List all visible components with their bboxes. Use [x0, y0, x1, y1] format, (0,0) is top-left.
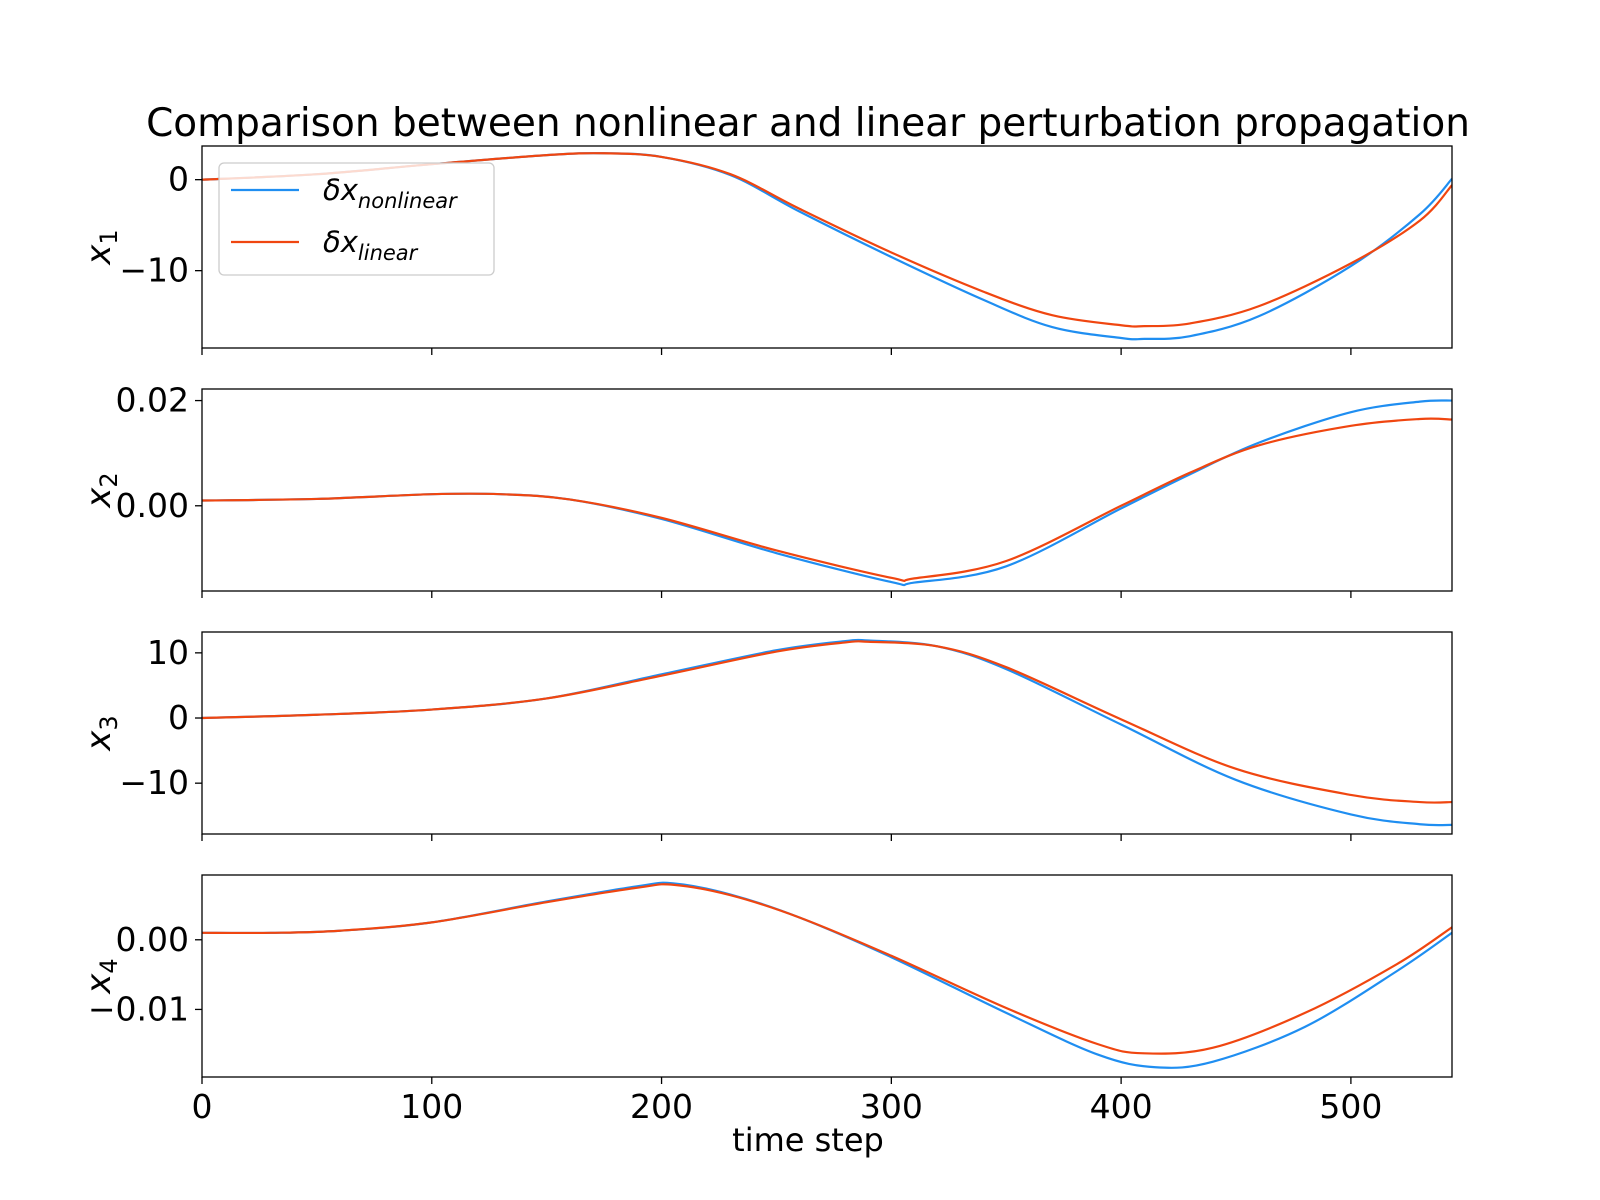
y-axis-label-sub: 3 — [95, 715, 123, 730]
x-tick-label: 0 — [192, 1087, 213, 1126]
y-tick-label: 0.00 — [116, 920, 189, 959]
y-tick-label: −10 — [119, 251, 189, 290]
y-tick-label: −10 — [119, 763, 189, 802]
legend-label-subscript: linear — [358, 241, 419, 265]
series-line-nonlinear — [202, 399, 1452, 587]
series-line-linear — [202, 640, 1452, 804]
series-line-nonlinear — [202, 638, 1452, 827]
y-axis-label-var: x — [79, 730, 119, 752]
y-axis-label: x1 — [79, 229, 123, 265]
y-tick-label: 0 — [168, 698, 189, 737]
y-axis-label: x4 — [79, 958, 123, 994]
series-line-linear — [202, 883, 1452, 1055]
legend-label-subscript: nonlinear — [358, 189, 458, 213]
y-axis-label-var: x — [79, 244, 119, 266]
x-tick-label: 200 — [630, 1087, 693, 1126]
subplots: 0−10x1δxnonlinearδxlinear0.020.00x2100−1… — [79, 145, 1453, 1126]
y-axis-label-sub: 4 — [95, 958, 123, 973]
y-axis-label-sub: 1 — [95, 229, 123, 244]
legend-label-prefix: δx — [323, 173, 359, 207]
y-tick-label: 10 — [147, 633, 189, 672]
y-tick-label: 0.02 — [116, 381, 189, 420]
series-line-nonlinear — [202, 881, 1452, 1069]
x-tick-label: 100 — [400, 1087, 463, 1126]
legend-label-nonlinear: δxnonlinear — [323, 173, 458, 213]
y-axis-label-sub: 2 — [95, 472, 123, 487]
axes-frame — [201, 388, 1453, 592]
y-axis-label: x3 — [79, 715, 123, 751]
axes-frame — [201, 145, 1453, 349]
y-tick-label: 0.00 — [116, 486, 189, 525]
y-axis-label: x2 — [79, 472, 123, 508]
x-axis-label: time step — [732, 1121, 884, 1159]
series-line-linear — [202, 417, 1452, 583]
axes-frame — [201, 874, 1453, 1078]
x-tick-label: 300 — [860, 1087, 923, 1126]
y-tick-label: 0 — [168, 160, 189, 199]
axes-frame — [201, 631, 1453, 835]
x-tick-label: 500 — [1319, 1087, 1382, 1126]
figure-title: Comparison between nonlinear and linear … — [146, 101, 1470, 146]
series-line-linear — [202, 152, 1452, 328]
legend-label-prefix: δx — [323, 225, 359, 259]
legend-label-linear: δxlinear — [323, 225, 419, 265]
y-tick-label: −0.01 — [88, 989, 189, 1028]
y-axis-label-var: x — [79, 973, 119, 995]
x-tick-label: 400 — [1090, 1087, 1153, 1126]
y-axis-label-var: x — [79, 487, 119, 509]
